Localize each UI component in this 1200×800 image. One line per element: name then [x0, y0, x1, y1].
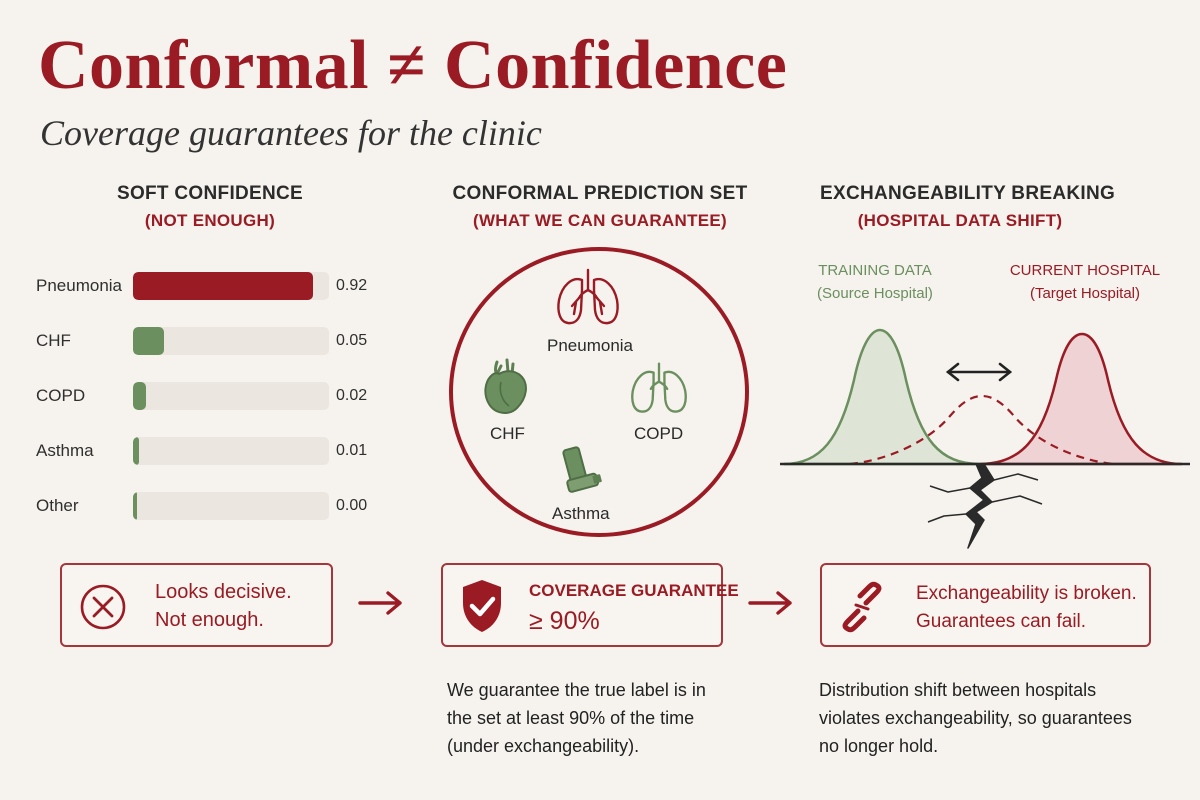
distribution-shift-plot: [780, 328, 1190, 549]
coverage-guarantee-box: COVERAGE GUARANTEE ≥ 90%: [441, 563, 739, 647]
bar-value-label: 0.05: [336, 332, 368, 349]
target-distribution: [979, 332, 1183, 466]
set-item-label-pneumonia: Pneumonia: [547, 336, 634, 355]
note-line: We guarantee the true label is in: [447, 680, 706, 700]
current-hospital-label: CURRENT HOSPITAL (Target Hospital): [1000, 262, 1170, 302]
bar-label: Asthma: [36, 441, 94, 460]
x-circle-icon: [80, 584, 126, 630]
double-arrow-icon: [945, 362, 1013, 382]
col-subtitle: (NOT ENOUGH): [144, 211, 276, 230]
training-sub: (Source Hospital): [817, 285, 933, 302]
box-line-1: Exchangeability is broken.: [916, 583, 1137, 604]
coverage-title: COVERAGE GUARANTEE: [529, 581, 739, 600]
note-line: Distribution shift between hospitals: [819, 680, 1097, 700]
bar: [133, 382, 146, 410]
col-title: CONFORMAL PREDICTION SET: [452, 183, 748, 204]
bar-row-asthma: Asthma 0.01: [36, 437, 396, 467]
bar-label: CHF: [36, 331, 71, 350]
note-line: (under exchangeability).: [447, 736, 640, 756]
bar-row-other: Other 0.00: [36, 492, 396, 522]
bar-label: COPD: [36, 386, 86, 405]
note-line: no longer hold.: [819, 736, 939, 756]
bar: [133, 327, 165, 355]
bar-value-label: 0.01: [336, 442, 368, 459]
heart-icon: [484, 358, 527, 414]
not-enough-box: Looks decisive. Not enough.: [60, 563, 333, 647]
col-head-conformal: CONFORMAL PREDICTION SET (WHAT WE CAN GU…: [450, 183, 750, 231]
coverage-note: We guarantee the true label is in the se…: [447, 676, 706, 760]
training-title: TRAINING DATA: [818, 262, 932, 279]
bar: [133, 272, 314, 300]
box-line-1: Looks decisive.: [155, 581, 292, 603]
bar-row-chf: CHF 0.05: [36, 327, 396, 357]
bar-track: [133, 382, 329, 410]
note-line: the set at least 90% of the time: [447, 708, 695, 728]
broken-link-icon: [842, 581, 882, 633]
bar-row-pneumonia: Pneumonia 0.92: [36, 272, 396, 302]
page-subtitle: Coverage guarantees for the clinic: [40, 113, 542, 153]
arrow-right-icon: [748, 591, 792, 615]
col-head-exchangeability: EXCHANGEABILITY BREAKING (HOSPITAL DATA …: [820, 183, 1116, 231]
coverage-value: ≥ 90%: [529, 607, 600, 635]
box-line-2: Guarantees can fail.: [916, 611, 1087, 632]
col-head-soft-confidence: SOFT CONFIDENCE (NOT ENOUGH): [110, 183, 310, 231]
set-item-label-chf: CHF: [490, 424, 525, 443]
exchangeability-broken-box: Exchangeability is broken. Guarantees ca…: [820, 563, 1151, 647]
bar-value-label: 0.92: [336, 277, 368, 294]
arrow-right-icon: [358, 591, 402, 615]
bar-value-label: 0.00: [336, 497, 368, 514]
lungs-icon: [557, 268, 619, 325]
prediction-set-circle: [449, 247, 749, 537]
shield-check-icon: [463, 580, 501, 632]
col-subtitle: (WHAT WE CAN GUARANTEE): [473, 211, 727, 230]
training-data-label: TRAINING DATA (Source Hospital): [800, 262, 950, 302]
bar-label: Pneumonia: [36, 276, 123, 295]
bar-label: Other: [36, 496, 79, 515]
bar-track: [133, 272, 329, 300]
bar-track: [133, 437, 329, 465]
current-sub: (Target Hospital): [1029, 285, 1141, 302]
box-line-2: Not enough.: [155, 609, 264, 631]
inhaler-icon: [562, 446, 602, 493]
page-title: Conformal ≠ Confidence: [38, 27, 788, 104]
bar: [133, 492, 137, 520]
col-subtitle: (HOSPITAL DATA SHIFT): [857, 211, 1063, 230]
col-title: EXCHANGEABILITY BREAKING: [820, 183, 1116, 204]
bar-row-copd: COPD 0.02: [36, 382, 396, 412]
col-title: SOFT CONFIDENCE: [116, 183, 304, 204]
set-item-label-asthma: Asthma: [552, 504, 610, 523]
bar-track: [133, 492, 329, 520]
current-title: CURRENT HOSPITAL: [1009, 262, 1161, 279]
lungs-icon: [631, 362, 687, 413]
crack-icon: [927, 463, 1043, 549]
source-distribution: [783, 328, 981, 466]
bar: [133, 437, 140, 465]
shift-note: Distribution shift between hospitals vio…: [819, 676, 1132, 760]
bar-value-label: 0.02: [336, 387, 368, 404]
note-line: violates exchangeability, so guarantees: [819, 708, 1132, 728]
bar-track: [133, 327, 329, 355]
set-item-label-copd: COPD: [634, 424, 684, 443]
shifted-dashed-curve: [849, 394, 1115, 466]
